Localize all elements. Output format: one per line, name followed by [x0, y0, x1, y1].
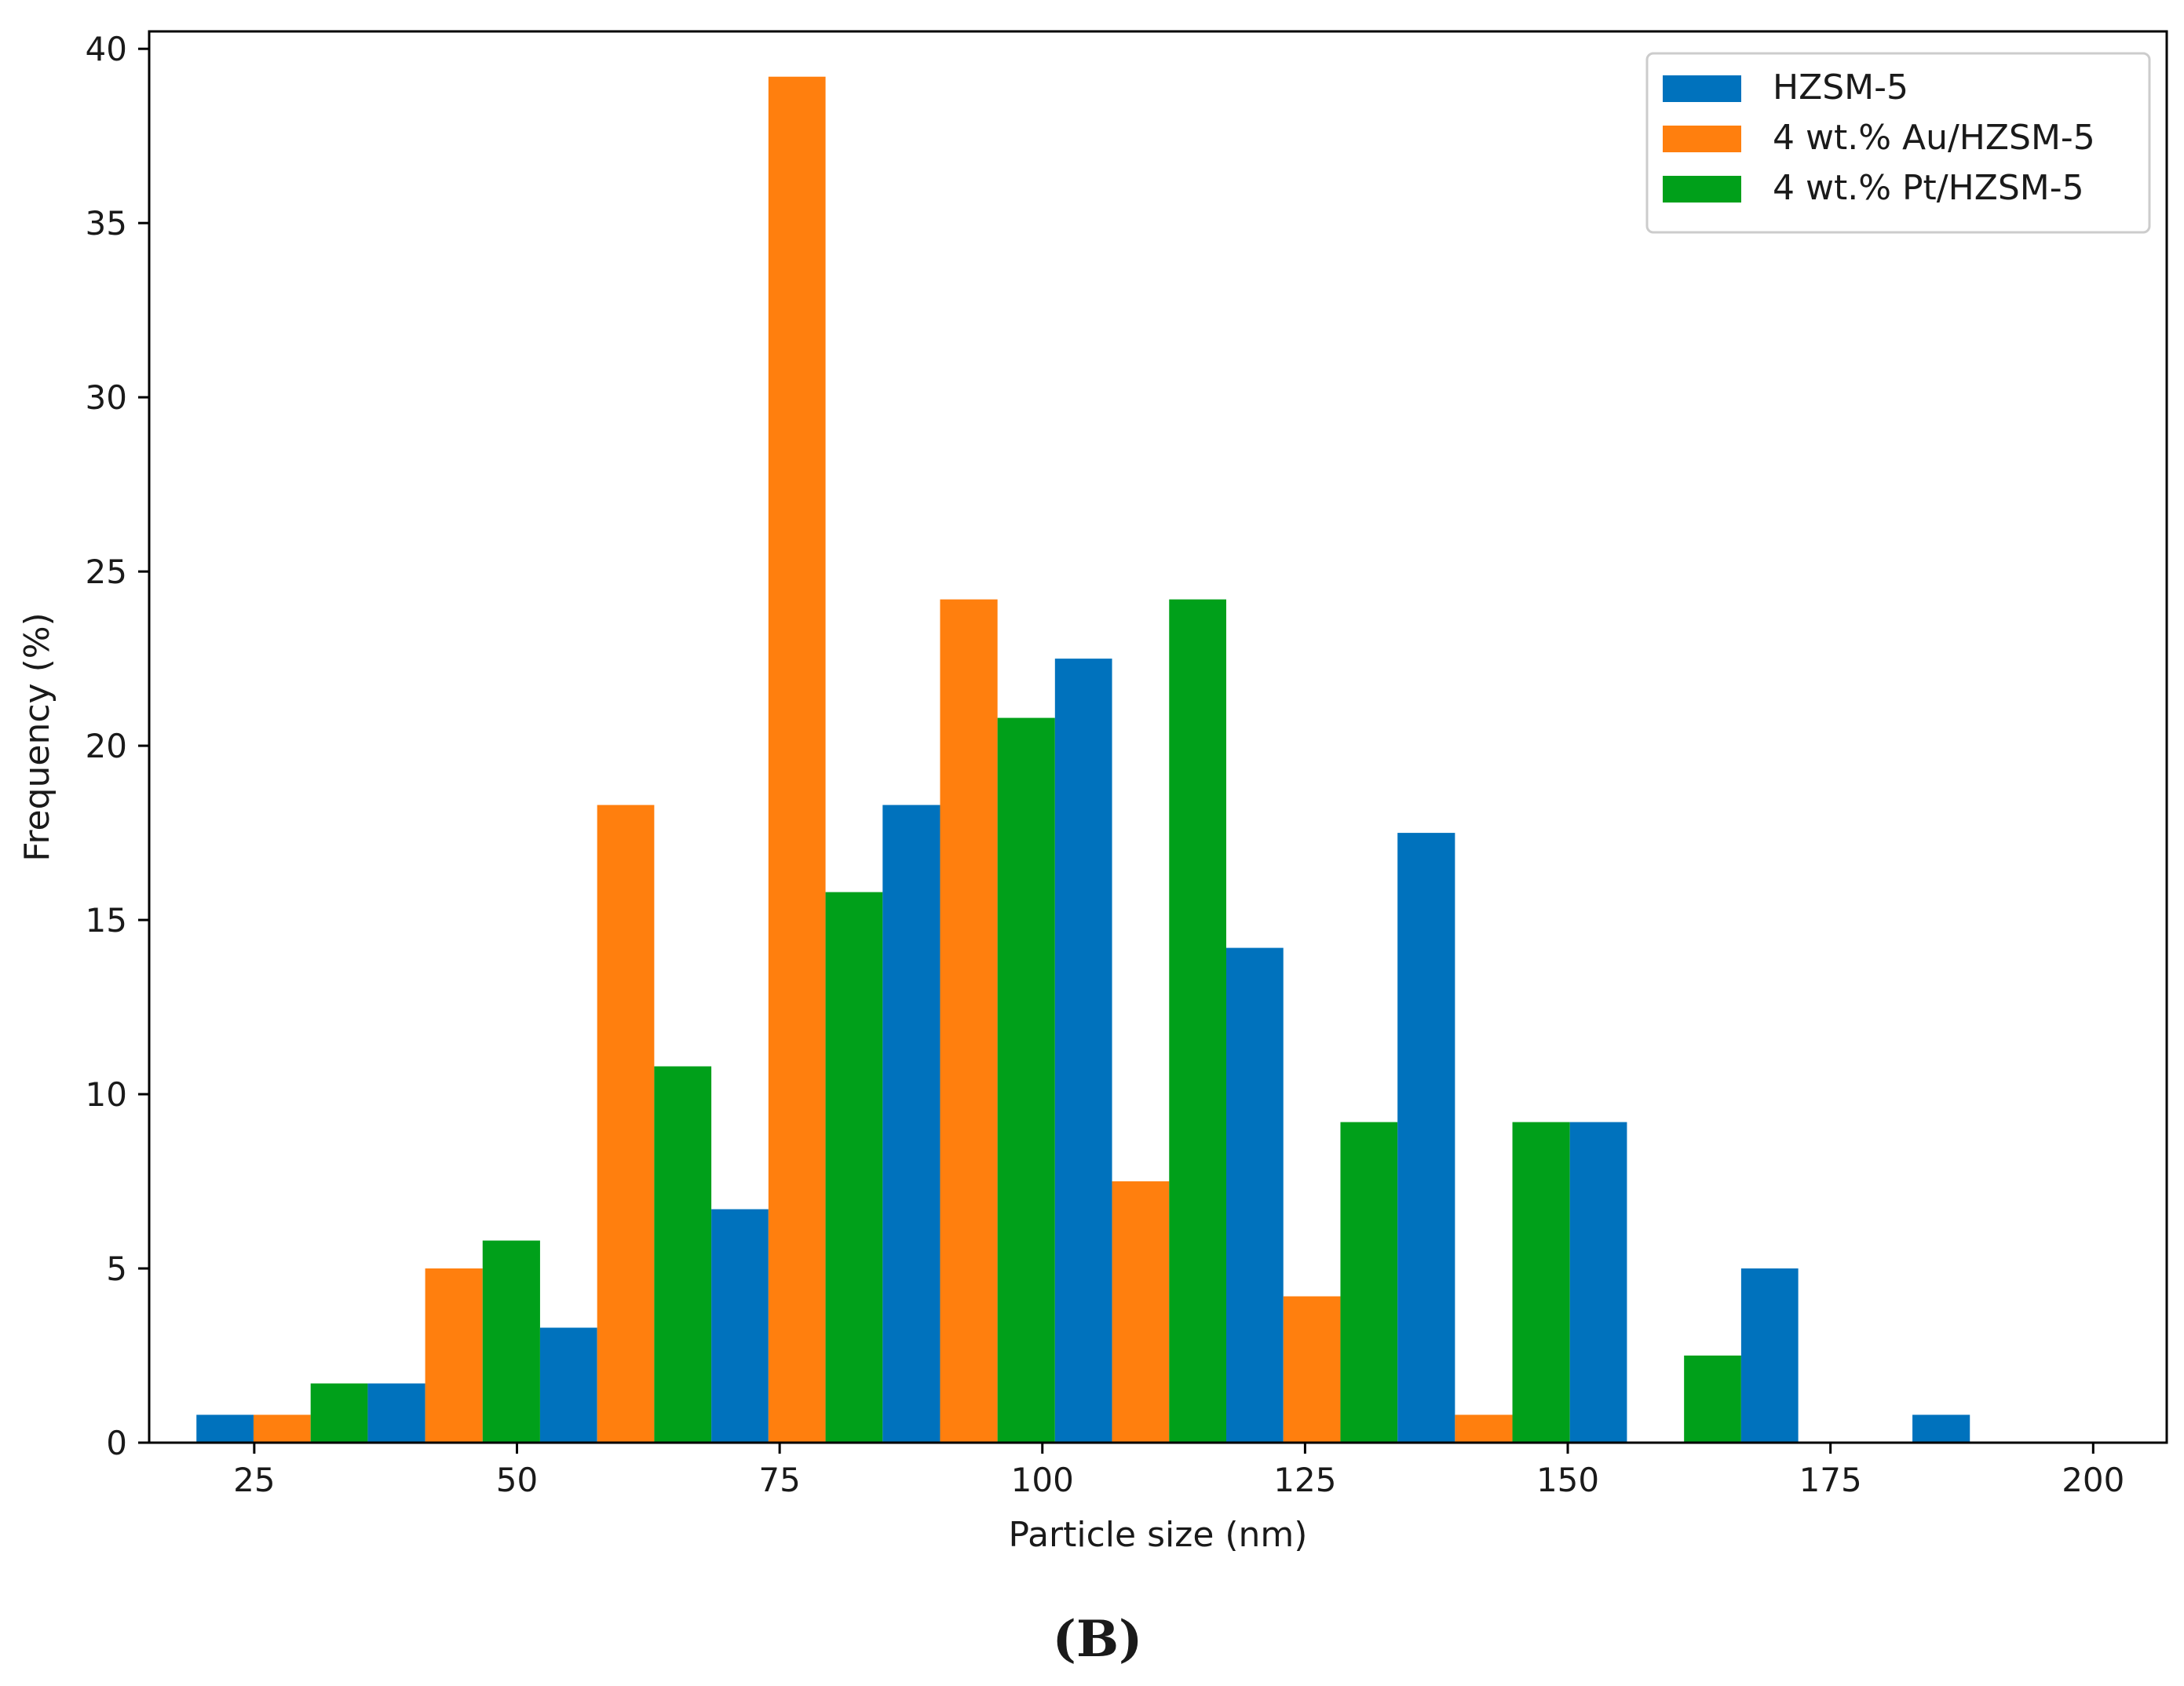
plot-area-frame	[148, 30, 2168, 1444]
bar-hzsm-5-bin-3	[711, 1209, 769, 1443]
bar-hzsm-5-bin-10	[1912, 1414, 1970, 1443]
bar-4-wt-au-hzsm-5-bin-7	[1455, 1414, 1513, 1443]
legend-box	[1645, 52, 2151, 234]
bar-hzsm-5-bin-1	[367, 1383, 425, 1443]
bar-4-wt-au-hzsm-5-bin-5	[1112, 1181, 1170, 1443]
bar-4-wt-pt-hzsm-5-bin-7	[1512, 1122, 1570, 1443]
bar-4-wt-au-hzsm-5-bin-1	[425, 1268, 483, 1443]
legend-swatch	[1663, 126, 1741, 152]
y-tick-label: 10	[86, 1075, 127, 1114]
legend-swatch	[1663, 75, 1741, 102]
x-tick-label: 75	[758, 1461, 800, 1499]
legend-swatch	[1663, 176, 1741, 203]
bar-4-wt-pt-hzsm-5-bin-6	[1340, 1122, 1398, 1443]
x-axis-label: Particle size (nm)	[1009, 1515, 1308, 1555]
bar-4-wt-au-hzsm-5-bin-4	[940, 599, 998, 1443]
y-axis: 0 5 10 15 20 25 30 35 40	[86, 30, 149, 1462]
bar-hzsm-5-bin-7	[1397, 833, 1455, 1443]
x-tick-label: 200	[2062, 1461, 2124, 1499]
bar-hzsm-5-bin-2	[539, 1327, 597, 1443]
x-axis: 25 50 75 100 125 150 175 200	[233, 1443, 2124, 1499]
y-tick-label: 30	[86, 378, 127, 417]
x-tick-label: 25	[233, 1461, 275, 1499]
bar-4-wt-pt-hzsm-5-bin-1	[482, 1240, 540, 1443]
legend: HZSM-5 4 wt.% Au/HZSM-5 4 wt.% Pt/HZSM-5	[1645, 52, 2151, 234]
bar-4-wt-pt-hzsm-5-bin-3	[825, 892, 883, 1443]
bar-4-wt-pt-hzsm-5-bin-5	[1169, 599, 1227, 1443]
bar-4-wt-pt-hzsm-5-bin-0	[310, 1383, 368, 1443]
y-tick-label: 40	[86, 30, 127, 68]
bar-4-wt-au-hzsm-5-bin-6	[1283, 1296, 1341, 1443]
legend-label: HZSM-5	[1773, 68, 1908, 108]
legend-label: 4 wt.% Pt/HZSM-5	[1773, 168, 2084, 208]
y-axis-label: Frequency (%)	[17, 612, 57, 861]
bar-hzsm-5-bin-4	[882, 805, 940, 1443]
y-tick-label: 5	[106, 1250, 127, 1288]
x-tick-label: 150	[1536, 1461, 1599, 1499]
bar-hzsm-5-bin-6	[1226, 947, 1284, 1443]
bar-4-wt-pt-hzsm-5-bin-8	[1684, 1356, 1741, 1443]
bar-4-wt-au-hzsm-5-bin-2	[597, 805, 655, 1443]
y-tick-label: 25	[86, 553, 127, 591]
bar-4-wt-pt-hzsm-5-bin-4	[997, 717, 1055, 1443]
bar-hzsm-5-bin-5	[1054, 659, 1112, 1443]
y-tick-label: 35	[86, 204, 127, 243]
x-tick-label: 125	[1273, 1461, 1336, 1499]
bar-4-wt-au-hzsm-5-bin-3	[768, 76, 826, 1443]
panel-label: (B)	[1053, 1610, 1143, 1669]
y-tick-label: 0	[106, 1424, 127, 1462]
y-tick-label: 15	[86, 901, 127, 940]
bar-4-wt-au-hzsm-5-bin-0	[253, 1414, 311, 1443]
bars-group	[196, 76, 1970, 1443]
bar-hzsm-5-bin-0	[196, 1414, 254, 1443]
x-tick-label: 175	[1799, 1461, 1862, 1499]
bar-hzsm-5-bin-9	[1740, 1268, 1799, 1443]
legend-label: 4 wt.% Au/HZSM-5	[1773, 118, 2095, 158]
bar-4-wt-pt-hzsm-5-bin-2	[654, 1066, 712, 1443]
bar-hzsm-5-bin-8	[1569, 1122, 1627, 1443]
x-tick-label: 50	[496, 1461, 538, 1499]
x-tick-label: 100	[1011, 1461, 1074, 1499]
y-tick-label: 20	[86, 727, 127, 765]
